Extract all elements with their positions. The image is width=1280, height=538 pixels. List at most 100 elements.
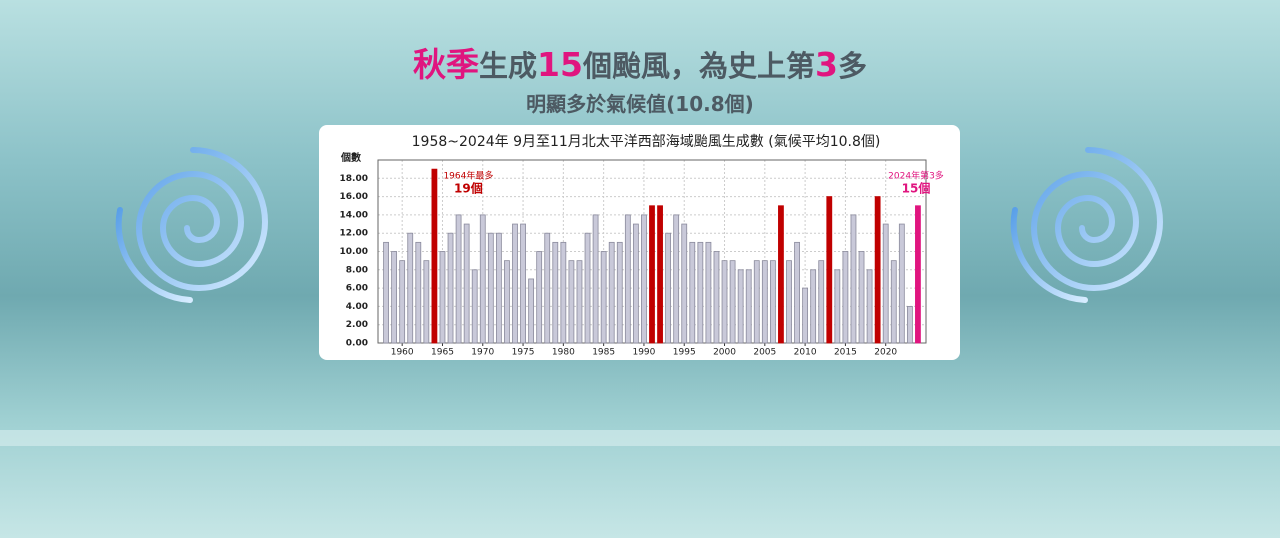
y-tick-label: 0.00	[346, 339, 368, 349]
y-tick-label: 16.00	[340, 192, 368, 202]
bar	[512, 223, 518, 344]
bar	[705, 241, 712, 344]
spiral-right	[1010, 147, 1164, 303]
bar	[495, 232, 502, 344]
x-tick-label: 1970	[471, 348, 494, 358]
bar	[423, 260, 430, 344]
subheadline: 明顯多於氣候值(10.8個)	[526, 92, 754, 116]
bar	[560, 241, 567, 344]
headline: 秋季生成15個颱風，為史上第3多	[0, 38, 1280, 86]
x-tick-label: 1980	[552, 348, 575, 358]
bar	[874, 196, 881, 344]
bar	[842, 251, 849, 344]
headline-part: 個颱風，為史上第	[582, 49, 815, 83]
bar	[729, 260, 736, 344]
bar	[834, 269, 841, 344]
y-tick-label: 18.00	[340, 174, 368, 184]
bar	[624, 214, 631, 344]
bar	[641, 214, 647, 344]
x-tick-label: 2020	[874, 348, 897, 358]
annotation-value: 15個	[902, 181, 931, 196]
x-tick-label: 1990	[632, 348, 655, 358]
y-tick-label: 8.00	[346, 265, 368, 275]
bar	[552, 241, 559, 344]
bar	[399, 260, 406, 344]
bar	[665, 232, 672, 344]
y-tick-label: 14.00	[340, 210, 368, 220]
y-axis-label: 個數	[340, 151, 361, 164]
bar	[778, 205, 784, 344]
bar	[431, 168, 438, 344]
bar	[592, 214, 599, 344]
bar	[584, 232, 591, 344]
bar	[786, 260, 792, 344]
bar	[673, 214, 680, 344]
bar	[769, 260, 776, 344]
bar	[745, 269, 752, 344]
bar	[689, 241, 696, 344]
bar	[415, 241, 422, 344]
bar	[504, 260, 510, 344]
bar	[447, 232, 454, 344]
bar	[906, 305, 913, 344]
bar	[721, 260, 728, 344]
chart-title: 1958~2024年 9月至11月北太平洋西部海域颱風生成數 (氣候平均10.8…	[412, 134, 881, 150]
bar	[391, 251, 398, 344]
bar	[890, 260, 897, 344]
x-tick-label: 2005	[753, 348, 776, 358]
bar	[681, 223, 688, 344]
bar	[794, 241, 800, 344]
bar	[455, 214, 462, 344]
x-tick-label: 2015	[834, 348, 857, 358]
bar	[616, 241, 623, 344]
light-band	[0, 430, 1280, 446]
bar	[528, 278, 535, 344]
annotation-label: 2024年第3多	[888, 170, 944, 182]
bar	[439, 251, 446, 344]
bar	[858, 251, 865, 344]
bar	[407, 232, 414, 344]
bar	[697, 241, 704, 344]
bar	[866, 269, 873, 344]
x-tick-label: 1985	[592, 348, 615, 358]
x-tick-label: 1975	[512, 348, 535, 358]
x-tick-label: 1960	[391, 348, 414, 358]
bar	[576, 260, 583, 344]
bar	[383, 241, 389, 344]
y-tick-label: 4.00	[346, 302, 368, 312]
bar	[915, 205, 921, 344]
bar	[632, 223, 639, 344]
bar	[544, 232, 551, 344]
bar	[753, 260, 760, 344]
bar	[737, 269, 744, 344]
bar	[761, 260, 768, 344]
bar	[713, 251, 720, 344]
headline-part: 多	[837, 49, 867, 83]
bar	[810, 269, 817, 344]
x-tick-label: 2000	[713, 348, 736, 358]
bar	[818, 260, 825, 344]
x-tick-label: 1995	[673, 348, 696, 358]
bar	[882, 223, 889, 344]
bar	[898, 223, 905, 344]
x-tick-label: 1965	[431, 348, 454, 358]
annotation-value: 19個	[454, 181, 483, 196]
bar	[471, 269, 478, 344]
bar	[608, 241, 615, 344]
bar	[657, 205, 663, 344]
headline-part: 生成	[479, 49, 538, 83]
bar	[536, 251, 543, 344]
bar	[463, 223, 470, 344]
bar	[649, 205, 655, 344]
bar	[850, 214, 857, 344]
annotation-label: 1964年最多	[443, 170, 493, 182]
bar	[487, 232, 494, 344]
bar	[600, 251, 607, 344]
x-tick-label: 2010	[794, 348, 817, 358]
bar	[802, 287, 809, 344]
bar	[826, 196, 833, 344]
spiral-left	[115, 147, 269, 303]
